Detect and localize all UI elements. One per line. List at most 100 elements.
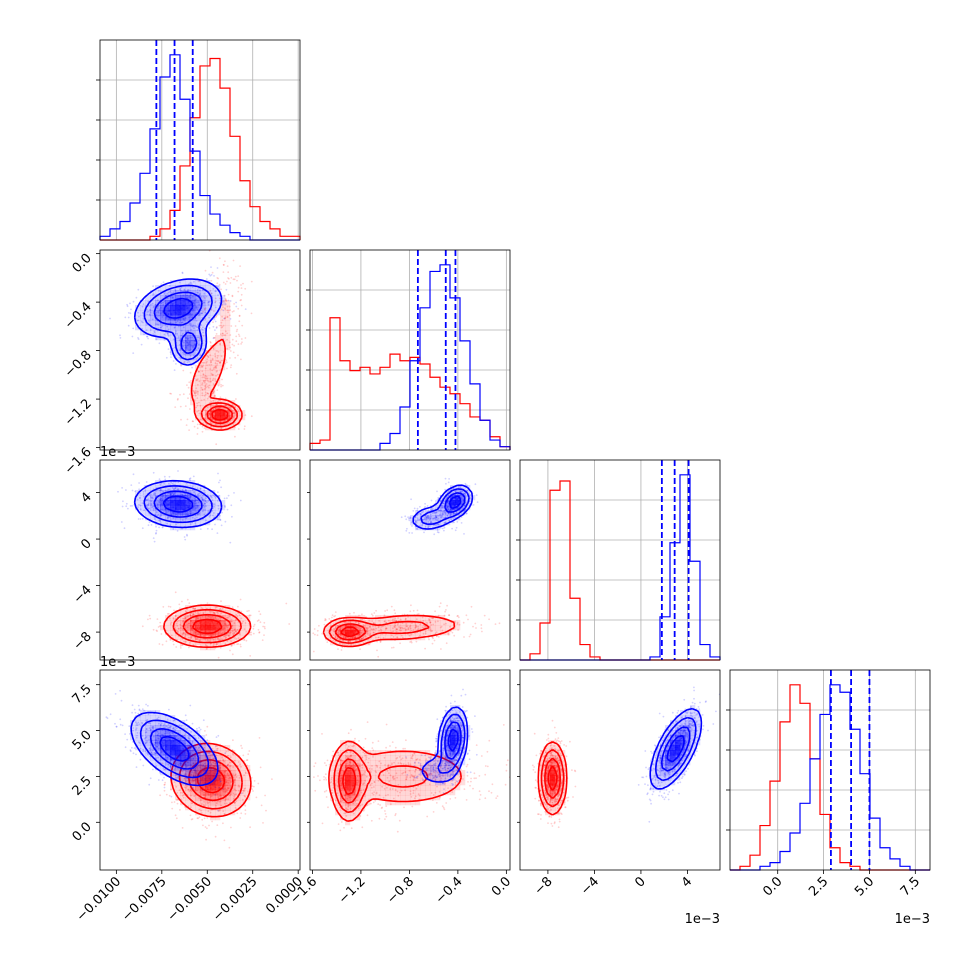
panel-frame <box>309 249 511 451</box>
contour-red <box>547 765 558 791</box>
density-blue <box>130 710 221 786</box>
contour-blue <box>133 479 223 529</box>
contour-red <box>191 618 223 635</box>
contour-blue <box>133 278 223 366</box>
contour-blue <box>153 291 203 355</box>
contours-red <box>328 740 462 822</box>
contour-blue <box>153 490 203 518</box>
x-tick-label: 0.0 <box>760 874 785 899</box>
y-tick-label: 2.5 <box>70 774 95 799</box>
contour-red <box>163 604 252 648</box>
contour-blue <box>444 721 462 760</box>
contour-red <box>178 750 243 810</box>
contours-red <box>190 338 243 431</box>
contour-blue <box>149 728 200 770</box>
x-tick-label: −8 <box>532 874 556 898</box>
y-tick-label: −8 <box>71 629 95 653</box>
contour-blue <box>420 488 470 525</box>
joint-panel-2-3 <box>519 669 721 871</box>
contours-red <box>537 740 568 816</box>
y-tick-label: −1.2 <box>62 396 95 429</box>
y-tick-label: 0 <box>78 536 94 552</box>
contour-red <box>340 626 360 638</box>
y-tick-label: −0.8 <box>62 348 95 381</box>
contour-red <box>540 748 565 808</box>
contour-red <box>172 608 242 644</box>
y-tick-label: 7.5 <box>70 682 95 707</box>
contour-red <box>342 766 357 796</box>
panel-layer: −0.0100−0.0075−0.0050−0.0025 0.0000−1.6 −1… <box>62 39 931 927</box>
contour-blue <box>143 485 213 524</box>
contour-red <box>211 408 229 421</box>
contour-red <box>333 749 429 814</box>
x-tick-label: −4 <box>578 874 602 898</box>
panel-frame <box>99 669 301 871</box>
contour-blue <box>666 734 685 763</box>
contour-blue <box>163 297 194 319</box>
marginal-panel-1 <box>306 249 511 451</box>
panel-frame <box>729 669 931 871</box>
contour-red <box>200 402 238 428</box>
marginal-panel-2 <box>516 459 721 661</box>
contour-red <box>334 623 367 641</box>
x-tick-label: 2.5 <box>806 874 831 899</box>
x-tick-label: 0.0 <box>489 874 514 899</box>
contour-red <box>322 614 456 648</box>
joint-panel-0-1 <box>99 249 301 451</box>
x-offset-label: 1e−3 <box>895 912 930 927</box>
y-tick-label: −0.4 <box>62 299 95 332</box>
y-tick-label: 0.0 <box>70 251 95 276</box>
contour-red <box>328 740 462 822</box>
x-tick-label: 5.0 <box>852 874 877 899</box>
y-offset-label: 1e−3 <box>100 445 135 460</box>
contour-red <box>537 740 568 816</box>
contour-blue <box>448 495 462 510</box>
joint-panel-1-3 <box>309 669 511 871</box>
contour-blue <box>649 707 703 790</box>
contour-blue <box>660 726 691 772</box>
y-tick-label: 4 <box>78 490 94 506</box>
histogram-blue <box>730 684 930 871</box>
y-tick-label: −1.6 <box>62 445 95 478</box>
contour-red <box>190 338 243 431</box>
panel-frame <box>309 459 511 661</box>
contour-blue <box>139 719 210 779</box>
contour-red <box>338 758 362 804</box>
x-tick-label: −0.8 <box>384 874 417 907</box>
joint-panel-0-3 <box>99 669 301 871</box>
x-offset-label: 1e−3 <box>685 912 720 927</box>
contour-blue <box>447 728 459 752</box>
contours-blue <box>412 484 474 530</box>
x-tick-label: −0.4 <box>433 874 466 907</box>
joint-panel-1-2 <box>309 459 511 661</box>
contour-red <box>182 613 232 639</box>
contour-blue <box>437 713 466 774</box>
marginal-panel-3 <box>726 669 931 871</box>
contours-blue <box>133 278 223 366</box>
contour-red <box>544 757 561 800</box>
panel-frame <box>309 669 511 871</box>
panel-frame <box>519 669 721 871</box>
contour-blue <box>159 735 190 762</box>
x-tick-label: −1.2 <box>336 874 369 907</box>
contour-blue <box>412 484 474 530</box>
x-tick-label: 7.5 <box>898 874 923 899</box>
contours-red <box>163 604 252 648</box>
joint-panel-0-2 <box>99 459 301 661</box>
contours-blue <box>133 479 223 529</box>
x-tick-label: −0.0100 <box>74 874 124 924</box>
x-tick-label: −0.0075 <box>119 874 169 924</box>
density-red <box>325 615 461 646</box>
contour-blue <box>130 711 219 787</box>
contour-blue <box>655 716 697 782</box>
panel-frame <box>519 459 721 661</box>
y-tick-label: −4 <box>71 583 95 607</box>
contour-red <box>206 405 233 424</box>
x-tick-label: 0 <box>632 874 648 890</box>
contour-red <box>328 619 430 644</box>
marginal-panel-0 <box>96 39 301 241</box>
contour-blue <box>143 284 213 361</box>
panel-frame <box>99 39 301 241</box>
x-tick-label: −0.0025 <box>210 874 260 924</box>
